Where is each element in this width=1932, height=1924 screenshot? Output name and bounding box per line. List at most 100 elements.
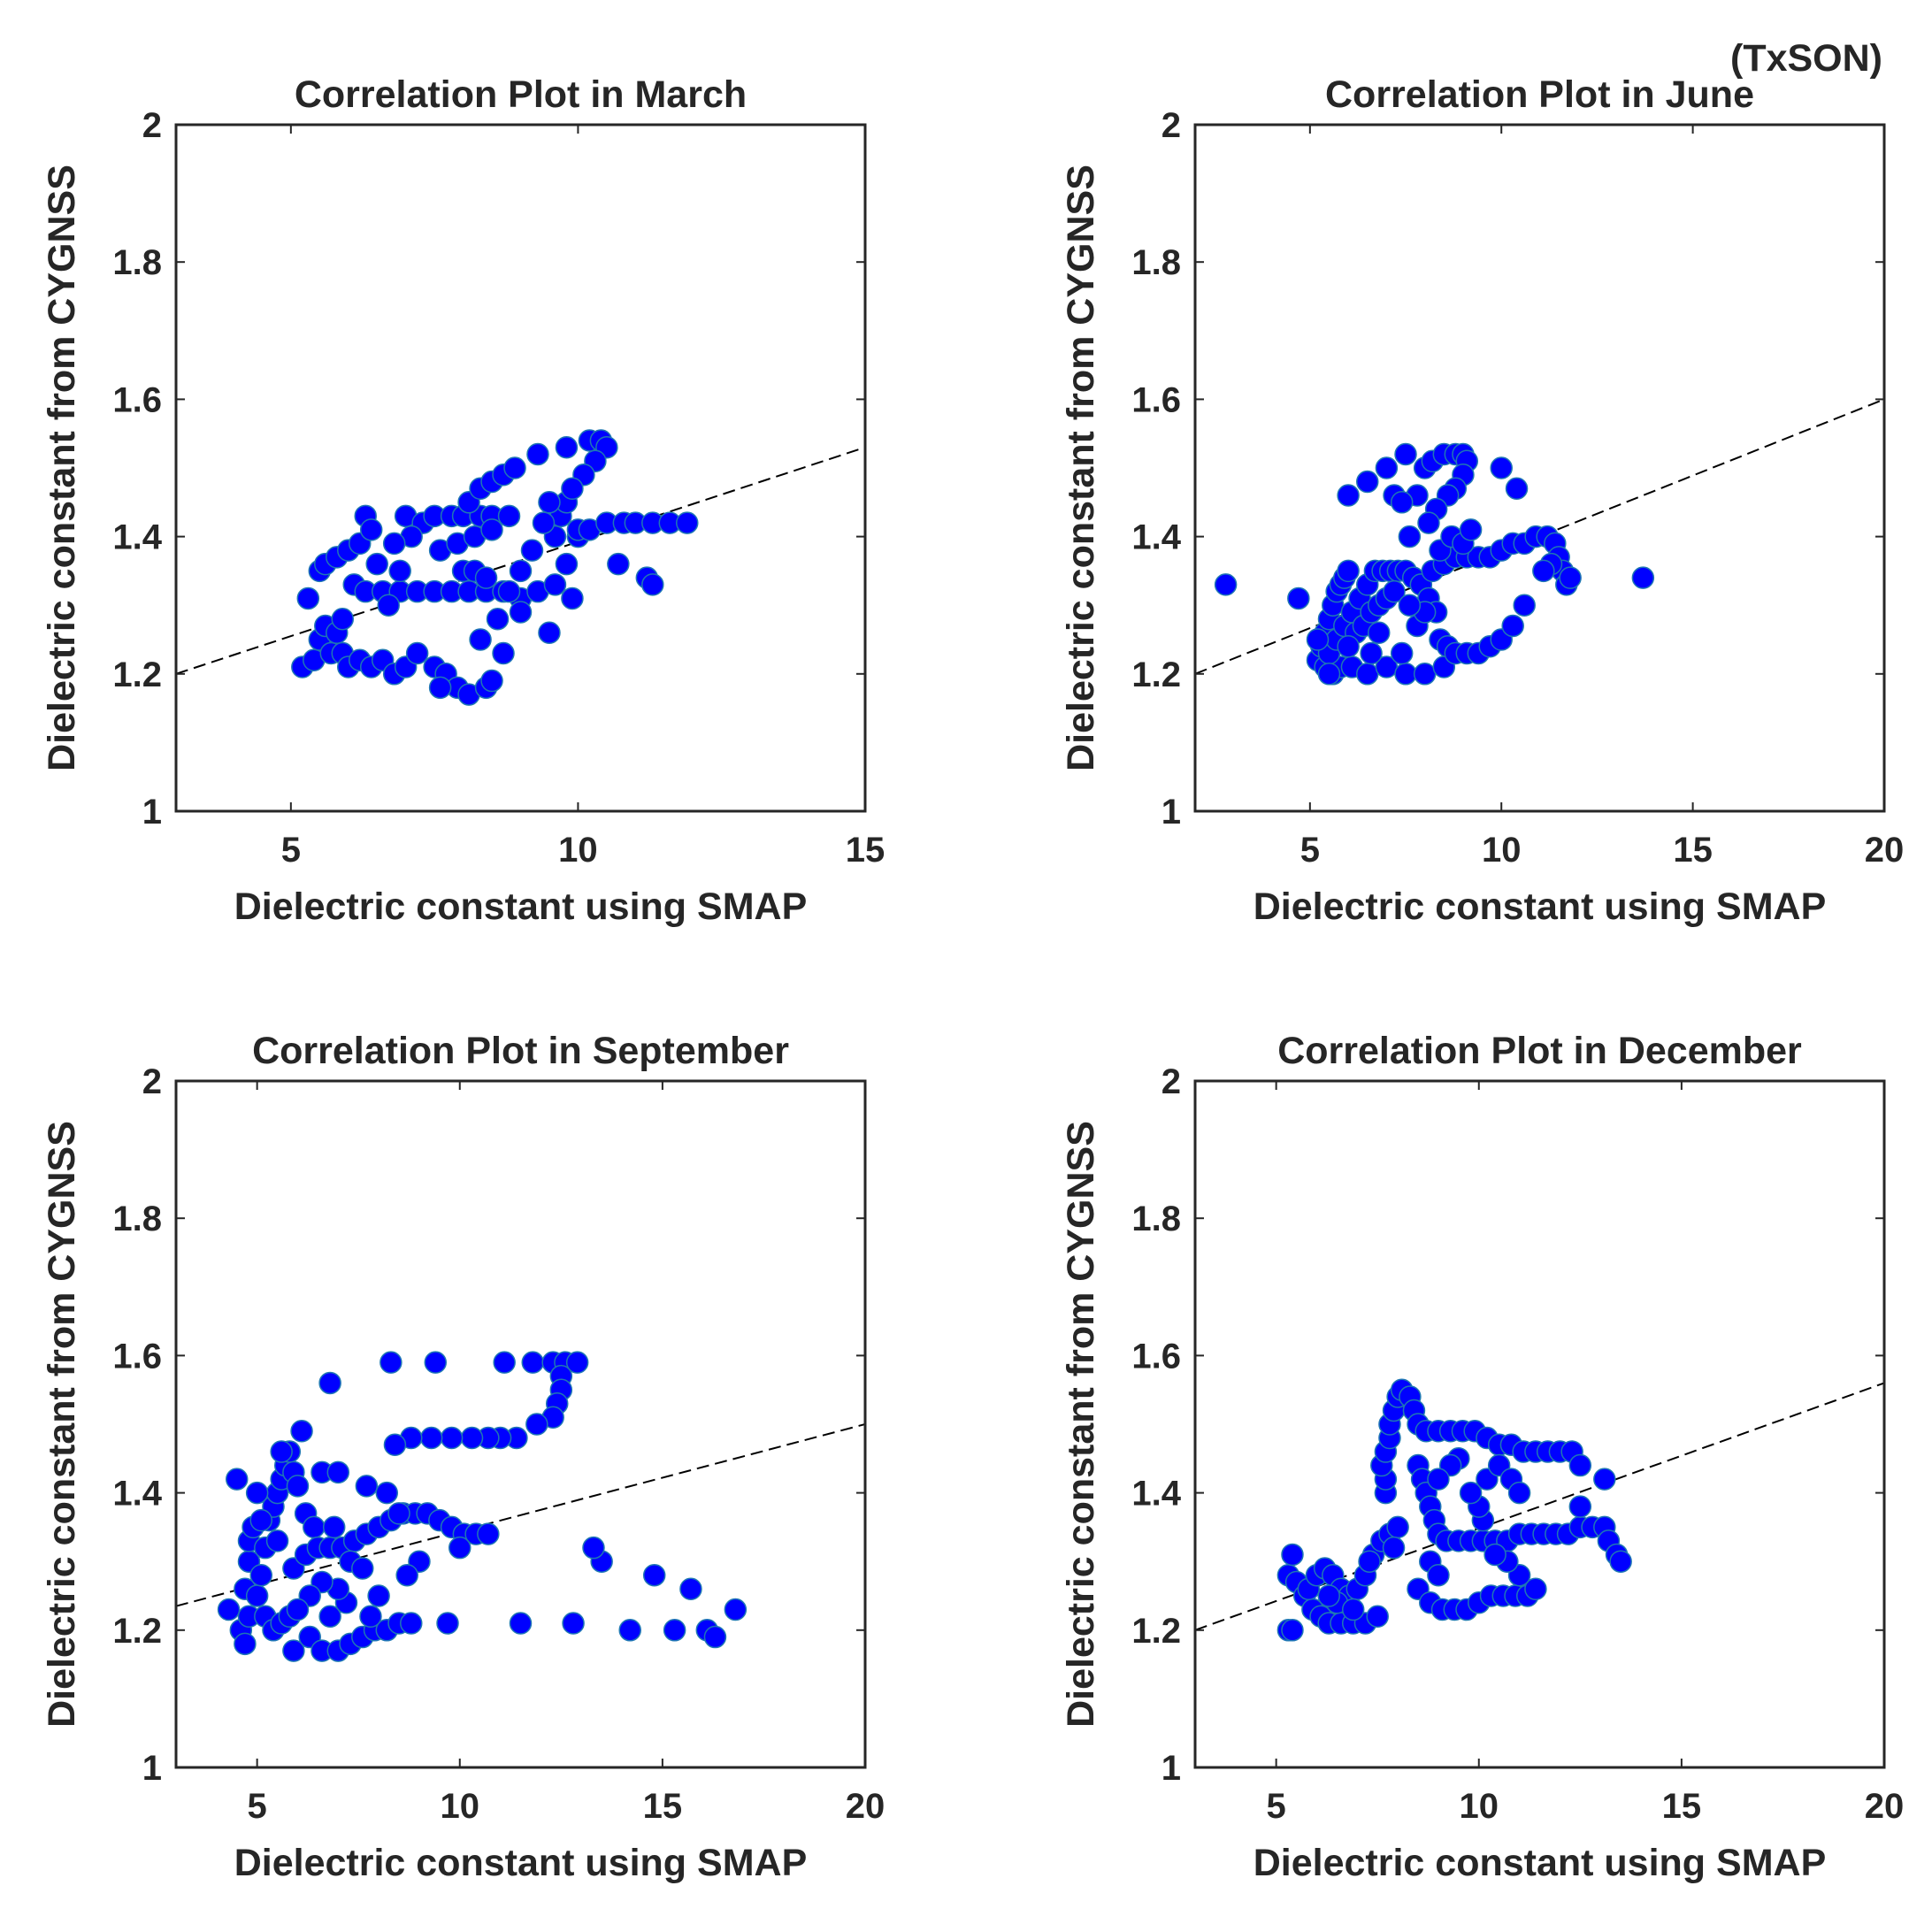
scatter-point (1358, 1550, 1381, 1573)
scatter-point (1524, 1577, 1547, 1600)
y-tick-label: 1.8 (1131, 1200, 1181, 1238)
scatter-point (703, 1625, 727, 1649)
scatter-point (480, 518, 503, 541)
scatter-point (286, 1475, 310, 1498)
scatter-point (419, 1426, 443, 1450)
y-tick-label: 1.2 (112, 655, 162, 694)
scatter-point (641, 573, 664, 596)
scatter-point (1383, 579, 1406, 603)
scatter-point (1559, 566, 1582, 589)
scatter-point (303, 1515, 326, 1539)
scatter-point (380, 1351, 402, 1374)
scatter-point (1593, 1468, 1616, 1491)
scatter-point (525, 1413, 548, 1436)
scatter-point (1367, 621, 1391, 644)
x-tick-label: 15 (643, 1787, 683, 1826)
chart-title-march: Correlation Plot in March (295, 73, 747, 116)
scatter-point (282, 1639, 305, 1662)
scatter-point (676, 511, 699, 534)
scatter-point (375, 1481, 399, 1505)
y-axis-label-september: Dielectric constant from CYGNSS (41, 1121, 83, 1728)
scatter-points-december (1276, 1378, 1632, 1642)
scatter-point (565, 1351, 589, 1374)
x-axis-label-december: Dielectric constant using SMAP (1254, 1842, 1827, 1884)
scatter-point (509, 559, 533, 583)
scatter-point (1609, 1550, 1632, 1573)
scatter-point (1484, 1543, 1506, 1567)
scatter-point (249, 1508, 272, 1532)
y-tick-label: 1.6 (1131, 380, 1181, 419)
scatter-point (477, 1522, 500, 1545)
scatter-point (225, 1468, 249, 1491)
scatter-point (1490, 456, 1513, 479)
scatter-point (367, 1584, 390, 1607)
scatter-point (1337, 559, 1360, 583)
x-tick-label: 10 (558, 831, 598, 870)
x-tick-label: 10 (1460, 1787, 1499, 1826)
scatter-point (582, 1536, 605, 1560)
scatter-point (1341, 1598, 1365, 1621)
scatter-point (217, 1598, 241, 1621)
scatter-point (383, 1433, 407, 1457)
y-tick-label: 1 (1162, 1749, 1181, 1788)
y-tick-label: 1 (142, 1749, 162, 1788)
y-tick-label: 1 (142, 793, 162, 832)
scatter-point (448, 1536, 472, 1560)
scatter-point (503, 456, 526, 479)
x-tick-label: 5 (1300, 831, 1320, 870)
x-tick-label: 5 (1267, 1787, 1286, 1826)
scatter-point (469, 628, 492, 651)
scatter-point (1382, 1536, 1406, 1560)
scatter-point (521, 1351, 544, 1374)
scatter-point (1386, 1515, 1409, 1539)
scatter-point (1317, 1584, 1340, 1607)
scatter-point (318, 1371, 341, 1395)
x-axis-label-june: Dielectric constant using SMAP (1254, 885, 1827, 928)
chart-title-june: Correlation Plot in June (1325, 73, 1754, 116)
scatter-point (1375, 456, 1399, 479)
scatter-point (1398, 594, 1422, 617)
scatter-point (286, 1598, 310, 1621)
y-tick-label: 1 (1162, 793, 1181, 832)
scatter-point (562, 1612, 585, 1635)
scatter-point (318, 1605, 341, 1629)
scatter-point (382, 532, 406, 556)
y-axis-label-december: Dielectric constant from CYGNSS (1060, 1121, 1102, 1728)
y-tick-label: 1.4 (112, 518, 162, 557)
scatter-point (474, 566, 498, 589)
scatter-point (555, 552, 579, 576)
scatter-point (290, 1420, 313, 1443)
scatter-point (1513, 594, 1536, 617)
scatter-point (538, 621, 561, 644)
chart-panel-june: Correlation Plot in June 5 10 15 20 1 1.2 1.4 1.… (1060, 73, 1904, 928)
scatter-point (1413, 663, 1437, 686)
scatter-point (724, 1598, 748, 1621)
x-tick-label: 20 (846, 1787, 886, 1826)
plot-frame-september (174, 1079, 867, 1769)
x-tick-label: 5 (248, 1787, 267, 1826)
scatter-point (555, 435, 579, 459)
scatter-point (561, 477, 584, 501)
scatter-point (428, 676, 452, 700)
plot-frame-december (1193, 1079, 1886, 1769)
scatter-point (395, 1563, 418, 1587)
chart-panel-december: Correlation Plot in December 5 10 15 20 1 1.2 1… (1060, 1030, 1904, 1884)
scatter-point (543, 573, 567, 596)
scatter-point (1390, 641, 1414, 665)
scatter-point (497, 504, 521, 528)
chart-title-september: Correlation Plot in September (252, 1030, 789, 1072)
scatter-point (497, 579, 521, 603)
x-tick-label: 20 (1865, 831, 1905, 870)
y-tick-label: 1.4 (1131, 518, 1181, 557)
scatter-point (1568, 1495, 1592, 1518)
scatter-point (1459, 518, 1483, 541)
scatter-point (679, 1577, 702, 1600)
chart-panel-march: Correlation Plot in March 5 10 15 1 1.2 1.4 1.6… (41, 73, 885, 928)
scatter-point (1306, 628, 1330, 651)
scatter-point (492, 641, 515, 665)
scatter-point (561, 586, 584, 610)
scatter-point (526, 442, 549, 466)
plot-frame-march (174, 123, 867, 813)
scatter-point (532, 511, 556, 534)
scatter-point (1568, 1453, 1592, 1477)
